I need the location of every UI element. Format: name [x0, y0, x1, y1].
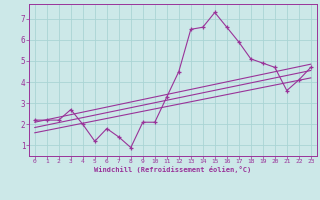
X-axis label: Windchill (Refroidissement éolien,°C): Windchill (Refroidissement éolien,°C) — [94, 166, 252, 173]
